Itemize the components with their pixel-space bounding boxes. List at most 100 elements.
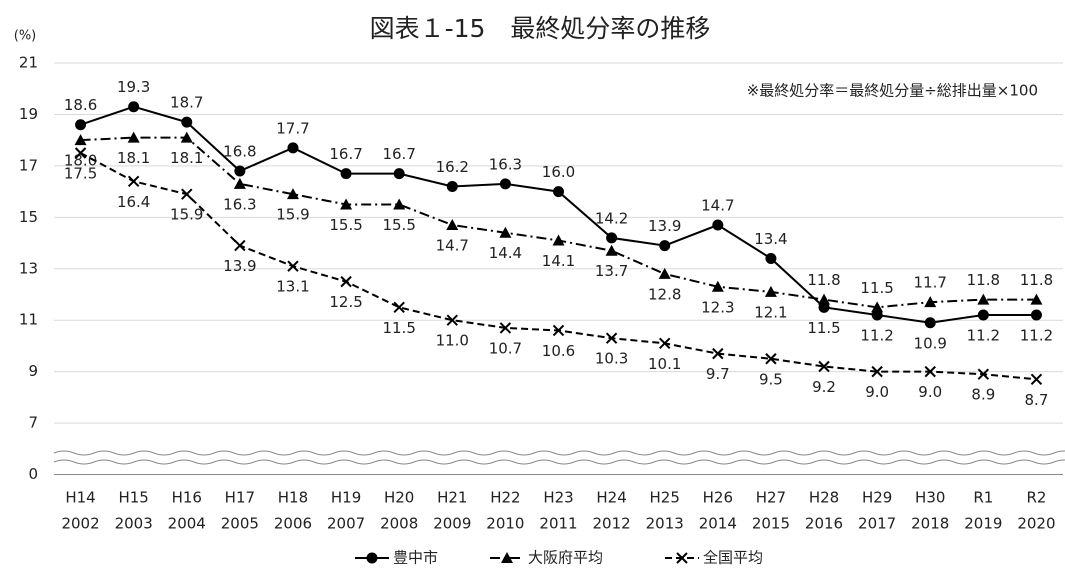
- marker: [233, 177, 246, 189]
- data-label: 16.7: [382, 145, 415, 163]
- x-tick-year: 2011: [539, 515, 577, 533]
- data-label: 11.5: [860, 279, 893, 297]
- marker: [286, 188, 299, 200]
- marker: [977, 293, 990, 305]
- marker: [871, 365, 883, 378]
- marker: [234, 165, 246, 177]
- marker: [765, 252, 777, 264]
- data-label: 16.4: [117, 193, 150, 211]
- marker: [181, 116, 193, 128]
- data-label: 15.9: [170, 206, 203, 224]
- x-tick-label: R1: [973, 489, 993, 507]
- data-label: 15.5: [329, 216, 362, 234]
- data-label: 13.9: [648, 217, 681, 235]
- marker: [1030, 309, 1042, 321]
- legend-label: 全国平均: [703, 549, 763, 567]
- data-label: 13.7: [595, 262, 628, 280]
- x-tick-label: H22: [490, 489, 520, 507]
- data-label: 11.8: [1020, 271, 1053, 289]
- data-label: 16.3: [489, 155, 522, 173]
- marker: [924, 365, 936, 378]
- x-tick-label: H26: [703, 489, 733, 507]
- marker: [393, 168, 405, 180]
- data-label: 18.7: [170, 94, 203, 112]
- data-label: 11.2: [1020, 327, 1053, 345]
- data-label: 9.0: [918, 383, 942, 401]
- x-tick-year: 2015: [752, 515, 790, 533]
- legend-item: 全国平均: [665, 549, 763, 567]
- x-tick-label: H14: [65, 489, 95, 507]
- marker: [180, 131, 193, 143]
- data-label: 17.7: [276, 119, 309, 137]
- x-tick-year: 2016: [805, 515, 843, 533]
- data-label: 11.0: [436, 332, 469, 350]
- y-tick-label: 13: [19, 259, 38, 277]
- marker: [393, 198, 406, 210]
- data-label: 16.3: [223, 195, 256, 213]
- marker: [712, 219, 724, 231]
- x-tick-year: 2010: [486, 515, 524, 533]
- y-tick-label: 17: [19, 156, 38, 174]
- marker: [128, 101, 140, 113]
- axis-break-gap: [54, 452, 1063, 464]
- data-label: 9.2: [812, 378, 836, 396]
- marker: [659, 337, 671, 350]
- y-tick-label: 11: [19, 311, 38, 329]
- marker: [605, 244, 618, 256]
- x-tick-label: H16: [172, 489, 202, 507]
- x-tick-year: 2012: [593, 515, 631, 533]
- marker: [659, 240, 671, 252]
- marker: [393, 301, 405, 314]
- x-tick-label: H27: [756, 489, 786, 507]
- data-label: 19.3: [117, 78, 150, 96]
- marker: [499, 226, 512, 238]
- data-label: 10.1: [648, 355, 681, 373]
- marker: [1030, 373, 1043, 386]
- x-tick-label: H20: [384, 489, 414, 507]
- data-label: 8.9: [971, 386, 995, 404]
- data-label: 12.8: [648, 285, 681, 303]
- data-label: 16.7: [329, 145, 362, 163]
- marker: [501, 552, 513, 563]
- data-label: 13.1: [276, 278, 309, 296]
- data-label: 11.5: [807, 319, 840, 337]
- y-tick-label: 19: [19, 105, 38, 123]
- marker: [340, 275, 352, 288]
- data-label: 11.5: [382, 319, 415, 337]
- x-tick-year: 2007: [327, 515, 365, 533]
- marker: [366, 552, 378, 564]
- marker: [818, 360, 830, 373]
- marker: [446, 180, 458, 192]
- marker: [552, 324, 565, 337]
- data-label: 18.1: [170, 149, 203, 167]
- marker: [234, 239, 246, 252]
- data-label: 16.8: [223, 143, 256, 161]
- x-tick-year: 2019: [964, 515, 1002, 533]
- x-tick-label: H21: [437, 489, 467, 507]
- marker: [127, 175, 140, 188]
- x-tick-year: 2002: [61, 515, 99, 533]
- x-tick-label: H19: [331, 489, 361, 507]
- data-label: 14.7: [436, 237, 469, 255]
- x-tick-label: H18: [278, 489, 308, 507]
- marker: [871, 301, 884, 313]
- marker: [74, 147, 87, 159]
- marker: [181, 188, 193, 200]
- marker: [711, 280, 724, 292]
- data-label: 18.0: [64, 152, 97, 170]
- marker: [446, 219, 459, 231]
- marker: [340, 198, 353, 210]
- data-label: 14.7: [701, 197, 734, 215]
- marker: [924, 296, 937, 308]
- legend-item: 大阪府平均: [490, 549, 603, 567]
- x-tick-label: H17: [225, 489, 255, 507]
- x-tick-year: 2020: [1017, 515, 1055, 533]
- x-tick-year: 2014: [699, 515, 737, 533]
- data-label: 16.2: [436, 158, 469, 176]
- data-label: 11.8: [967, 271, 1000, 289]
- x-tick-year: 2017: [858, 515, 896, 533]
- marker: [75, 119, 87, 131]
- x-tick-year: 2008: [380, 515, 418, 533]
- marker: [74, 134, 87, 146]
